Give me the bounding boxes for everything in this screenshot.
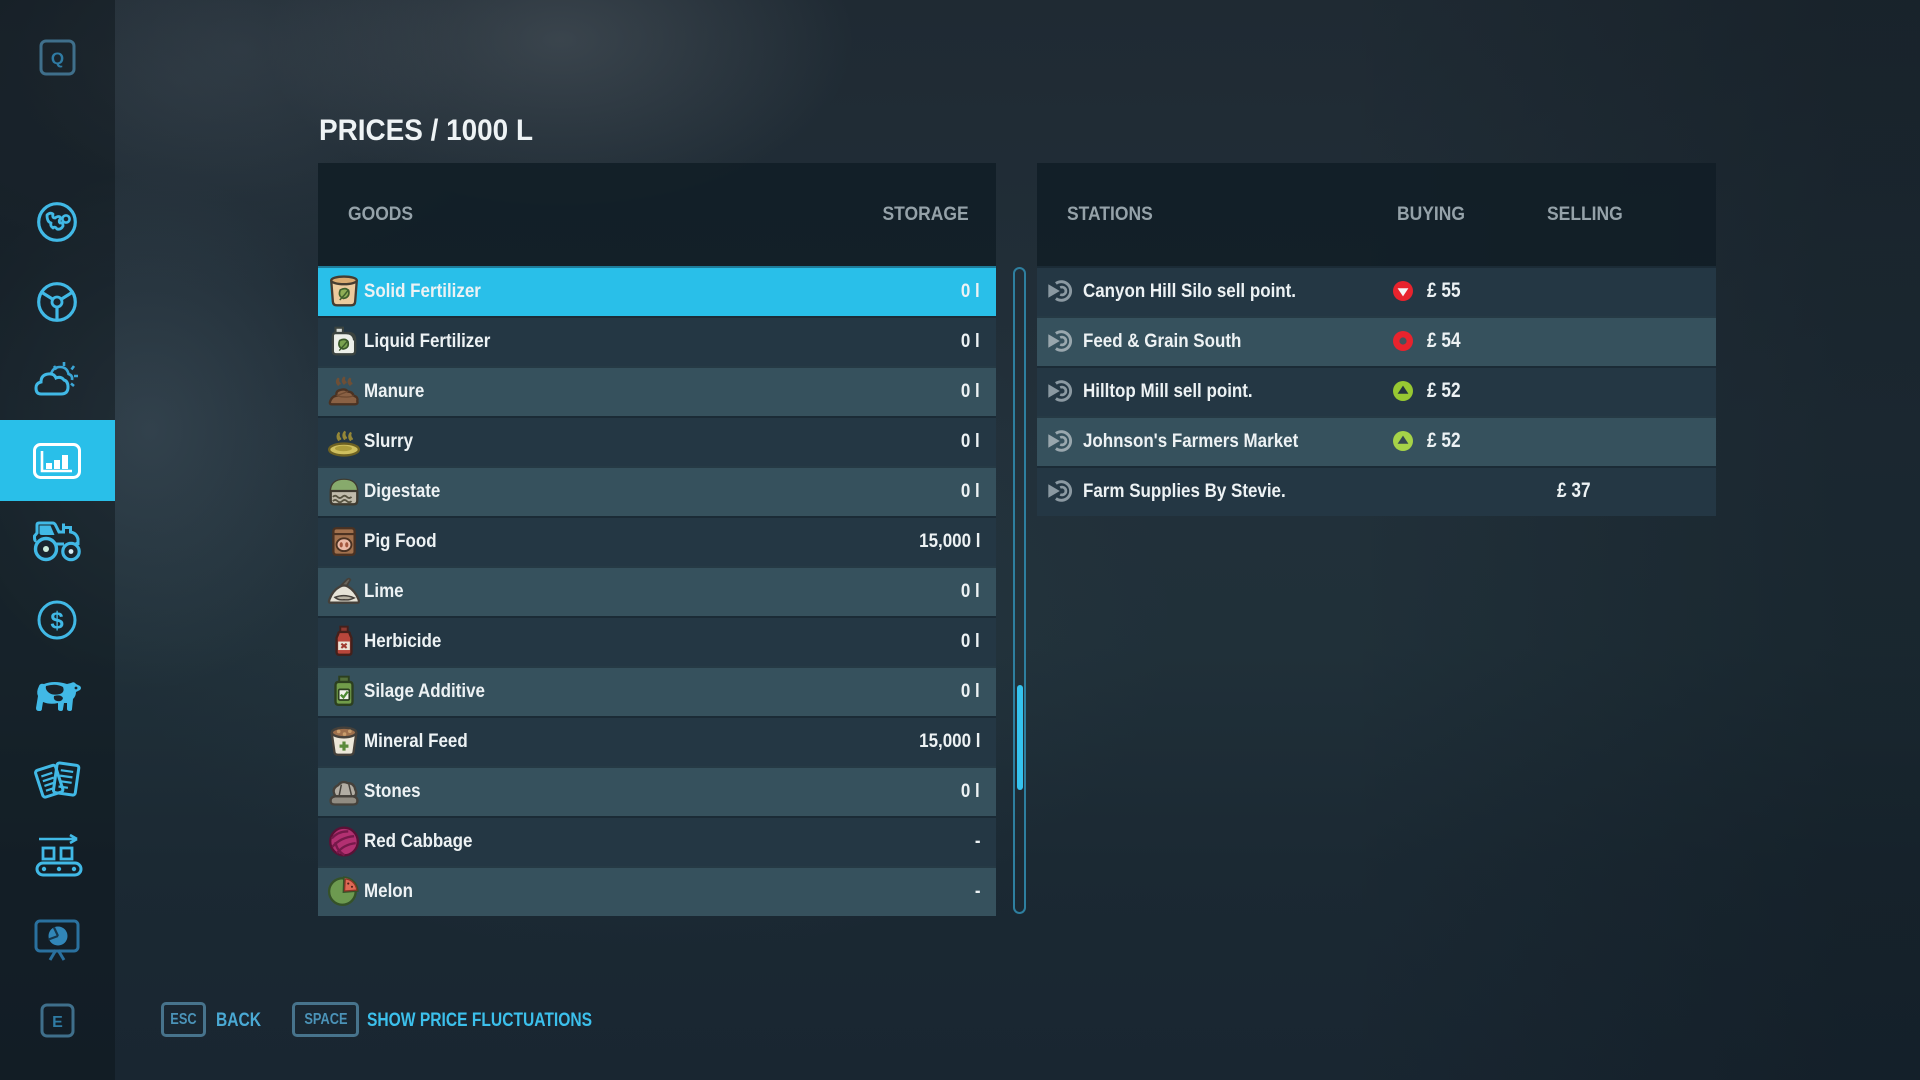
svg-text:Q: Q	[51, 49, 64, 68]
svg-text:$: $	[50, 608, 64, 635]
svg-text:E: E	[52, 1014, 63, 1031]
